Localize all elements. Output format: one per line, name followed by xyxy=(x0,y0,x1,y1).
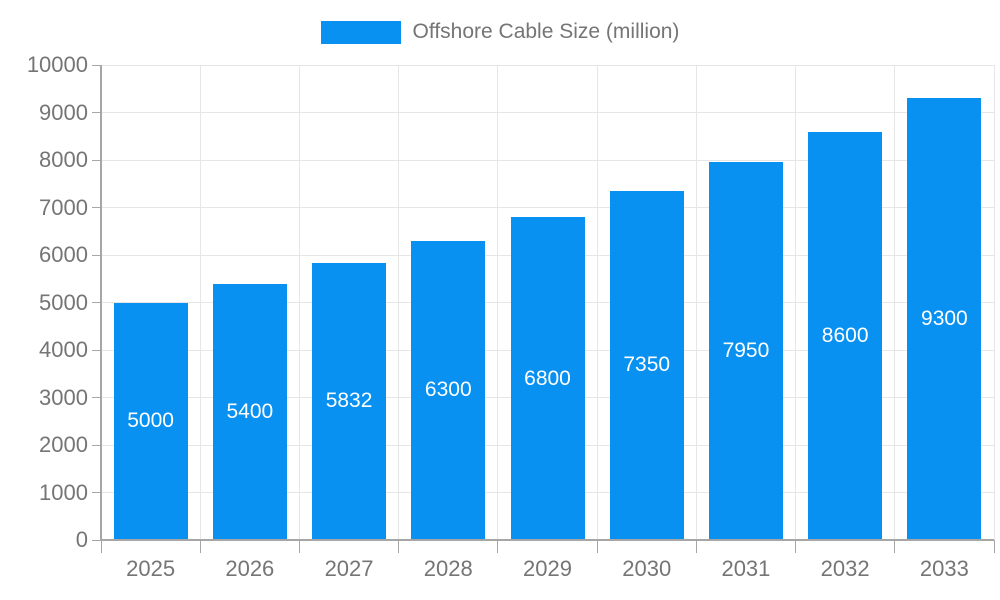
x-axis-tick xyxy=(298,540,300,553)
bar[interactable]: 7350 xyxy=(609,190,684,539)
bar[interactable]: 9300 xyxy=(907,98,982,539)
x-gridline xyxy=(894,65,896,540)
bar-value-label: 6300 xyxy=(424,378,472,402)
bar[interactable]: 5832 xyxy=(312,262,387,539)
x-gridline xyxy=(398,65,400,540)
x-gridline xyxy=(199,65,201,540)
bar-value-label: 7950 xyxy=(722,339,770,363)
x-axis-category-label: 2027 xyxy=(324,556,374,581)
bar[interactable]: 5400 xyxy=(212,283,287,539)
x-gridline xyxy=(795,65,797,540)
bar-value-label: 5832 xyxy=(325,389,373,413)
x-gridline xyxy=(993,65,995,540)
y-axis-tick-label: 3000 xyxy=(39,384,88,410)
x-gridline xyxy=(695,65,697,540)
x-axis-category-label: 2029 xyxy=(523,556,572,581)
y-gridline xyxy=(101,112,994,113)
y-axis-tick xyxy=(92,64,101,66)
x-axis-tick xyxy=(894,540,896,553)
y-axis-tick-label: 2000 xyxy=(39,432,88,457)
y-axis-tick xyxy=(92,539,101,541)
bar-value-label: 9300 xyxy=(921,307,968,331)
y-axis-tick-label: 8000 xyxy=(39,147,88,172)
x-axis-tick xyxy=(795,540,797,553)
y-axis-line xyxy=(100,65,102,541)
bar-value-label: 5400 xyxy=(226,399,274,423)
x-axis-category-label: 2032 xyxy=(820,556,870,581)
bar-value-label: 7350 xyxy=(623,353,671,377)
x-axis-category-label: 2031 xyxy=(721,556,771,581)
x-axis-category-label: 2030 xyxy=(622,556,672,581)
y-axis-tick-label: 10000 xyxy=(26,52,88,77)
y-axis-tick xyxy=(92,302,101,303)
x-axis-tick xyxy=(199,540,201,553)
x-axis-category-label: 2028 xyxy=(423,556,473,581)
x-axis-tick xyxy=(100,540,102,553)
y-gridline xyxy=(101,207,994,208)
y-axis-tick-label: 5000 xyxy=(39,289,88,315)
x-axis-category-label: 2025 xyxy=(126,556,176,581)
x-gridline xyxy=(298,65,300,540)
bar[interactable]: 8600 xyxy=(808,131,883,539)
x-axis-tick xyxy=(596,540,598,553)
y-gridline xyxy=(101,159,994,161)
y-axis-tick-label: 0 xyxy=(75,527,88,552)
y-axis-tick-label: 1000 xyxy=(39,479,88,505)
x-gridline xyxy=(497,65,499,540)
bar-value-label: 8600 xyxy=(821,323,869,347)
bar[interactable]: 5000 xyxy=(113,302,188,539)
bar-value-label: 5000 xyxy=(127,409,174,433)
y-axis-tick xyxy=(92,492,101,493)
y-axis-tick-label: 6000 xyxy=(39,242,88,267)
x-axis-category-label: 2033 xyxy=(919,556,969,581)
bar[interactable]: 7950 xyxy=(708,162,783,539)
y-axis-tick xyxy=(92,444,101,446)
x-axis-tick xyxy=(695,540,697,553)
y-axis-tick xyxy=(92,397,101,398)
bar-value-label: 6800 xyxy=(524,366,571,390)
y-axis-tick xyxy=(92,159,101,161)
y-axis-tick-label: 7000 xyxy=(39,194,88,220)
y-axis-tick xyxy=(92,254,101,256)
x-axis-category-label: 2026 xyxy=(225,556,275,581)
y-axis-tick xyxy=(92,349,101,351)
legend-label: Offshore Cable Size (million) xyxy=(412,20,680,43)
x-axis-line xyxy=(100,539,994,541)
x-axis-tick xyxy=(993,540,995,553)
x-axis-tick xyxy=(497,540,499,553)
y-axis-tick xyxy=(92,112,101,113)
x-gridline xyxy=(596,65,598,540)
bar[interactable]: 6800 xyxy=(510,217,585,539)
y-axis-tick-label: 9000 xyxy=(39,99,88,125)
y-axis-tick-label: 4000 xyxy=(39,337,88,362)
bar[interactable]: 6300 xyxy=(411,240,486,539)
y-axis-tick xyxy=(92,207,101,208)
legend-swatch xyxy=(320,20,401,44)
y-gridline xyxy=(101,64,994,66)
x-axis-tick xyxy=(398,540,400,553)
legend[interactable]: Offshore Cable Size (million) xyxy=(0,14,1000,50)
